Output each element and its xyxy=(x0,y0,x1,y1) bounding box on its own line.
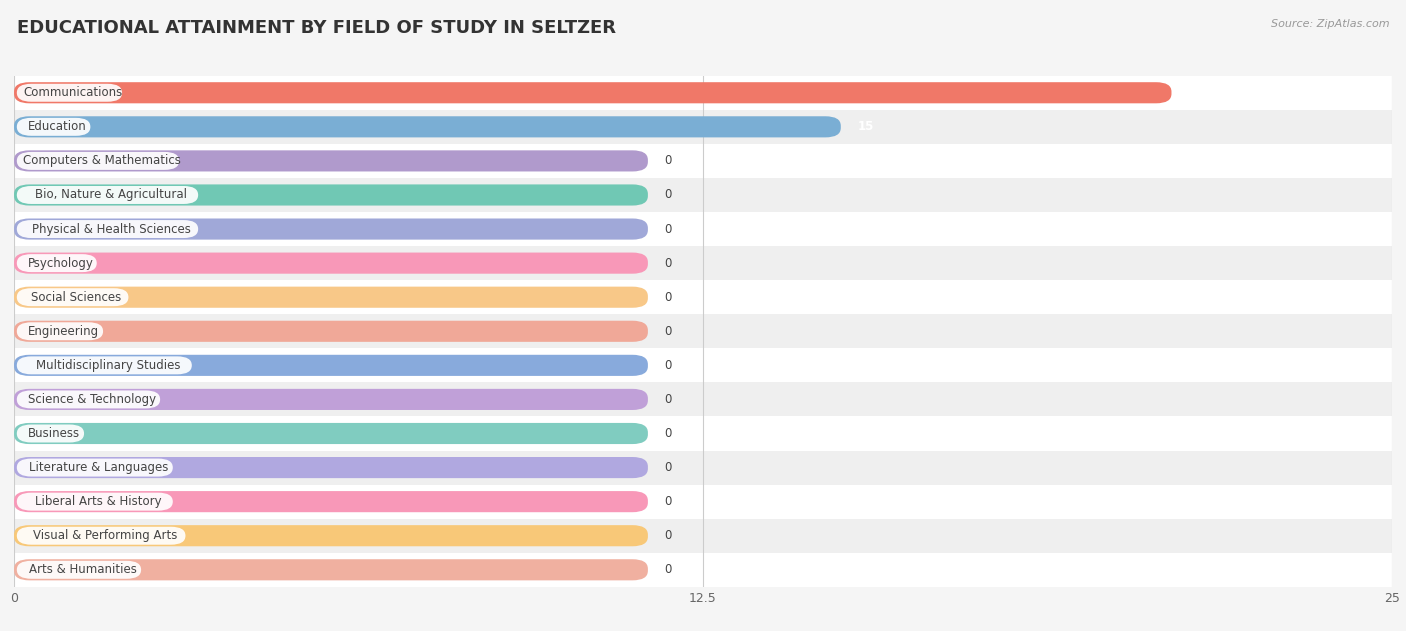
Bar xyxy=(14,519,1392,553)
FancyBboxPatch shape xyxy=(17,84,122,102)
Text: Psychology: Psychology xyxy=(28,257,94,269)
Text: Computers & Mathematics: Computers & Mathematics xyxy=(22,155,181,167)
FancyBboxPatch shape xyxy=(17,527,186,545)
Text: 0: 0 xyxy=(665,529,672,542)
FancyBboxPatch shape xyxy=(14,150,648,172)
Text: Business: Business xyxy=(28,427,80,440)
Text: 0: 0 xyxy=(665,325,672,338)
Text: Physical & Health Sciences: Physical & Health Sciences xyxy=(32,223,191,235)
FancyBboxPatch shape xyxy=(14,286,648,308)
FancyBboxPatch shape xyxy=(17,288,128,306)
Text: EDUCATIONAL ATTAINMENT BY FIELD OF STUDY IN SELTZER: EDUCATIONAL ATTAINMENT BY FIELD OF STUDY… xyxy=(17,19,616,37)
Text: 0: 0 xyxy=(665,359,672,372)
FancyBboxPatch shape xyxy=(14,355,648,376)
FancyBboxPatch shape xyxy=(17,186,198,204)
Text: Literature & Languages: Literature & Languages xyxy=(30,461,169,474)
Bar xyxy=(14,451,1392,485)
Text: Arts & Humanities: Arts & Humanities xyxy=(30,563,136,576)
FancyBboxPatch shape xyxy=(14,389,648,410)
Text: 0: 0 xyxy=(665,461,672,474)
Bar xyxy=(14,314,1392,348)
Text: 0: 0 xyxy=(665,427,672,440)
Bar xyxy=(14,416,1392,451)
FancyBboxPatch shape xyxy=(14,457,648,478)
FancyBboxPatch shape xyxy=(14,559,648,581)
FancyBboxPatch shape xyxy=(17,357,191,374)
FancyBboxPatch shape xyxy=(17,561,141,579)
Text: Bio, Nature & Agricultural: Bio, Nature & Agricultural xyxy=(35,189,187,201)
FancyBboxPatch shape xyxy=(14,491,648,512)
FancyBboxPatch shape xyxy=(14,423,648,444)
Text: 21: 21 xyxy=(1188,86,1205,99)
Bar xyxy=(14,76,1392,110)
Bar xyxy=(14,553,1392,587)
FancyBboxPatch shape xyxy=(14,321,648,342)
Bar xyxy=(14,110,1392,144)
Bar xyxy=(14,212,1392,246)
FancyBboxPatch shape xyxy=(17,493,173,510)
Text: Engineering: Engineering xyxy=(28,325,100,338)
Text: 0: 0 xyxy=(665,393,672,406)
FancyBboxPatch shape xyxy=(17,391,160,408)
Text: 0: 0 xyxy=(665,563,672,576)
FancyBboxPatch shape xyxy=(17,254,97,272)
Text: Education: Education xyxy=(28,121,87,133)
Text: 0: 0 xyxy=(665,291,672,304)
Text: Social Sciences: Social Sciences xyxy=(31,291,121,304)
FancyBboxPatch shape xyxy=(14,252,648,274)
FancyBboxPatch shape xyxy=(17,220,198,238)
Bar xyxy=(14,144,1392,178)
Bar xyxy=(14,178,1392,212)
FancyBboxPatch shape xyxy=(17,118,90,136)
FancyBboxPatch shape xyxy=(17,322,103,340)
Text: 0: 0 xyxy=(665,189,672,201)
Bar xyxy=(14,280,1392,314)
FancyBboxPatch shape xyxy=(14,116,841,138)
Text: Communications: Communications xyxy=(24,86,122,99)
Text: 0: 0 xyxy=(665,223,672,235)
Text: Multidisciplinary Studies: Multidisciplinary Studies xyxy=(37,359,180,372)
FancyBboxPatch shape xyxy=(14,184,648,206)
Bar xyxy=(14,246,1392,280)
FancyBboxPatch shape xyxy=(14,525,648,546)
Text: Science & Technology: Science & Technology xyxy=(28,393,156,406)
FancyBboxPatch shape xyxy=(17,425,84,442)
Text: 0: 0 xyxy=(665,495,672,508)
Text: Source: ZipAtlas.com: Source: ZipAtlas.com xyxy=(1271,19,1389,29)
Text: Liberal Arts & History: Liberal Arts & History xyxy=(35,495,162,508)
Text: 0: 0 xyxy=(665,257,672,269)
Text: Visual & Performing Arts: Visual & Performing Arts xyxy=(32,529,177,542)
FancyBboxPatch shape xyxy=(14,218,648,240)
FancyBboxPatch shape xyxy=(14,82,1171,103)
FancyBboxPatch shape xyxy=(17,152,179,170)
FancyBboxPatch shape xyxy=(17,459,173,476)
Text: 0: 0 xyxy=(665,155,672,167)
Bar xyxy=(14,382,1392,416)
Bar xyxy=(14,348,1392,382)
Text: 15: 15 xyxy=(858,121,873,133)
Bar xyxy=(14,485,1392,519)
